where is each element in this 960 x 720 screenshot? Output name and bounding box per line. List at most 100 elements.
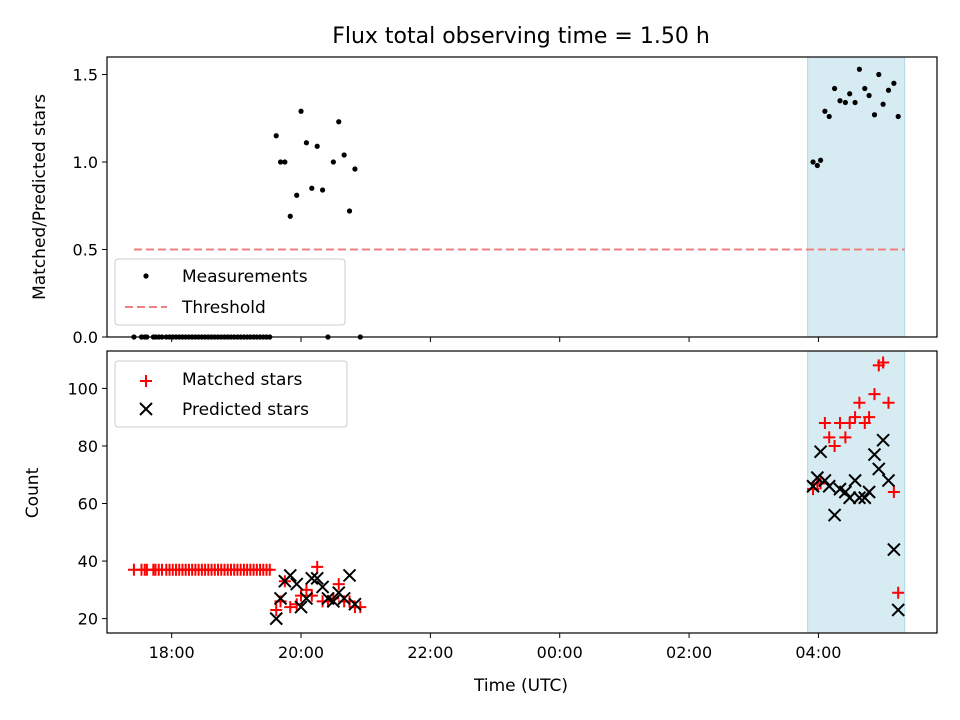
- predicted-point: [269, 611, 283, 626]
- matched-point: [284, 601, 297, 614]
- legend-measurements-marker: [143, 273, 149, 279]
- x-tick-label: 20:00: [278, 643, 324, 662]
- predicted-point: [294, 600, 308, 614]
- matched-point: [828, 439, 841, 452]
- x-tick-label: 18:00: [149, 643, 195, 662]
- matched-point: [311, 560, 324, 573]
- predicted-point: [299, 591, 314, 606]
- measurement-point: [895, 113, 901, 120]
- measurement-point: [826, 113, 832, 120]
- matched-point: [332, 578, 345, 591]
- measurement-point: [341, 152, 347, 158]
- x-tick-label: 22:00: [407, 643, 453, 662]
- predicted-point: [822, 479, 836, 493]
- predicted-point: [305, 571, 319, 586]
- predicted-point: [290, 577, 304, 591]
- predicted-point: [872, 462, 886, 476]
- measurement-point: [842, 99, 848, 106]
- measurement-point: [831, 85, 838, 92]
- measurement-point: [287, 213, 293, 219]
- top-panel: 0.0 0.5 1.0 1.5: [73, 56, 938, 347]
- top-legend-box: [114, 258, 346, 326]
- matched-point: [892, 586, 905, 599]
- matched-point: [263, 563, 276, 576]
- measurement-point: [330, 159, 336, 165]
- top-legend: Measurements Threshold: [114, 258, 346, 326]
- axes-frame: [106, 350, 938, 634]
- predicted-point: [852, 491, 867, 505]
- predicted-point: [337, 591, 351, 606]
- predicted-point: [273, 591, 288, 606]
- predicted-point: [310, 571, 324, 586]
- axes-frame: [106, 56, 938, 338]
- measurement-point: [876, 71, 882, 78]
- predicted-point: [283, 568, 297, 583]
- measurement-point: [309, 185, 315, 191]
- matched-point: [882, 396, 895, 409]
- matched-point: [305, 589, 318, 602]
- matched-point: [843, 416, 856, 429]
- measurement-point: [336, 119, 342, 125]
- predicted-point: [848, 473, 862, 488]
- predicted-point: [881, 473, 896, 488]
- measurement-point: [837, 98, 843, 104]
- predicted-point: [891, 603, 905, 617]
- y-tick-label: 40: [78, 552, 98, 571]
- measurement-point: [817, 157, 824, 163]
- predicted-point: [862, 485, 876, 499]
- matched-point: [823, 431, 836, 444]
- measurement-point: [856, 66, 862, 72]
- measurement-point: [880, 101, 886, 107]
- y-tick-label: 20: [78, 610, 98, 629]
- matched-point: [354, 601, 367, 614]
- measurement-point: [314, 143, 320, 149]
- bottom-legend: Matched stars Predicted stars: [114, 360, 348, 428]
- highlight-span: [807, 56, 906, 338]
- predicted-point: [858, 491, 872, 505]
- matched-point: [887, 486, 900, 498]
- x-axis-label: Time (UTC): [473, 676, 568, 696]
- matched-point: [863, 411, 876, 424]
- predicted-point: [887, 542, 901, 557]
- measurement-point: [891, 80, 897, 86]
- measurement-point: [810, 159, 816, 165]
- x-tick-label: 02:00: [666, 643, 712, 662]
- legend-matched-label: Matched stars: [182, 370, 302, 390]
- measurement-point: [346, 208, 353, 214]
- legend-predicted-label: Predicted stars: [182, 400, 309, 420]
- bottom-legend-box: [114, 360, 348, 428]
- measurement-point: [847, 91, 853, 97]
- y-tick-label: 0.5: [73, 241, 98, 260]
- measurement-point: [885, 87, 892, 93]
- x-tick-label: 00:00: [537, 643, 583, 662]
- measurement-point: [866, 92, 872, 99]
- y-tick-label: 1.5: [73, 66, 98, 85]
- y-tick-label: 0.0: [73, 328, 98, 347]
- matched-point: [853, 396, 866, 409]
- predicted-point: [842, 491, 857, 505]
- predicted-point: [326, 594, 341, 609]
- measurement-point: [303, 140, 310, 146]
- predicted-point: [876, 433, 890, 447]
- measurement-point: [294, 192, 300, 198]
- matched-point: [877, 356, 890, 369]
- chart-title: Flux total observing time = 1.50 h: [332, 24, 710, 49]
- predicted-point: [827, 508, 842, 522]
- measurement-point: [273, 133, 279, 139]
- matched-point: [849, 411, 862, 424]
- x-tick-label: 04:00: [795, 643, 841, 662]
- predicted-point: [867, 447, 882, 462]
- measurement-point: [852, 99, 858, 106]
- y-tick-label: 1.0: [73, 153, 98, 172]
- predicted-point: [818, 473, 832, 488]
- predicted-point: [813, 445, 828, 459]
- legend-matched-marker: [140, 375, 152, 387]
- predicted-point: [348, 597, 362, 611]
- bottom-panel: 20 40 60 80 100 18:00 20:00 22:00 00:00 02:00 04:0…: [67, 350, 938, 662]
- measurement-point: [871, 112, 878, 118]
- matched-point: [818, 416, 831, 429]
- measurement-point: [352, 166, 358, 172]
- matched-point: [839, 431, 852, 444]
